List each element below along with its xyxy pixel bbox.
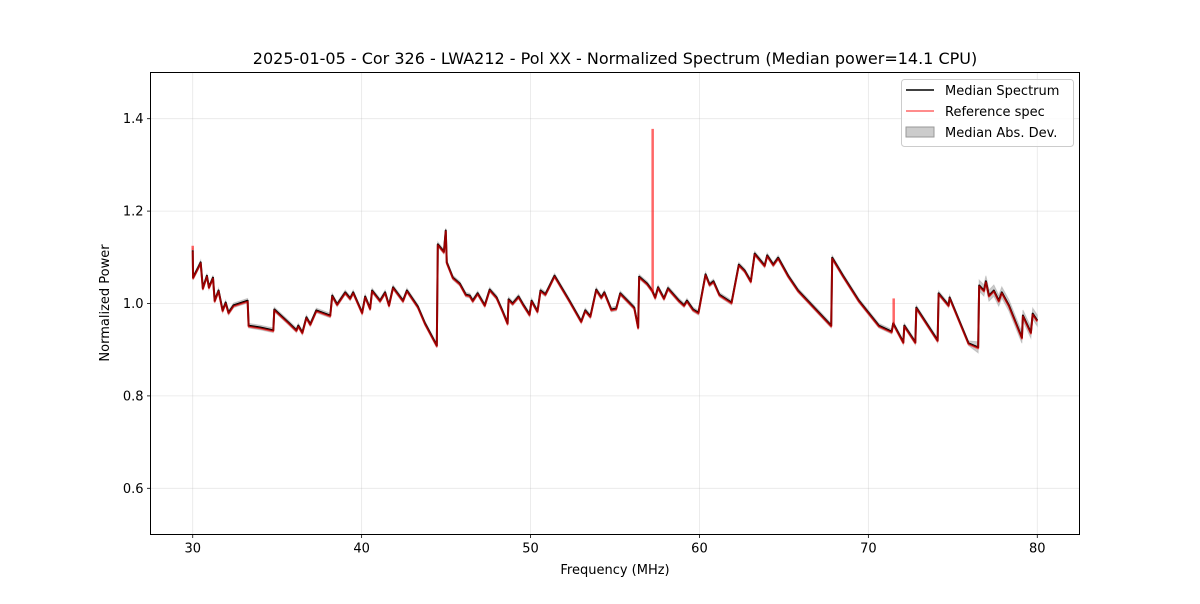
x-axis-label: Frequency (MHz) <box>560 563 669 578</box>
legend-mad-label: Median Abs. Dev. <box>945 126 1057 141</box>
legend: Median Spectrum Reference spec Median Ab… <box>901 79 1074 147</box>
y-tick-label: 0.8 <box>123 389 144 404</box>
series-lines <box>191 128 1039 350</box>
x-tick-label: 50 <box>522 542 539 557</box>
y-axis-label: Normalized Power <box>98 244 113 362</box>
y-tick-label: 1.4 <box>123 112 144 127</box>
legend-reference-label: Reference spec <box>945 105 1045 120</box>
reference-spectrum-line <box>191 230 1039 350</box>
median-spectrum-line <box>191 229 1039 349</box>
y-tick-label: 0.6 <box>123 482 144 497</box>
x-tick-label: 70 <box>860 542 877 557</box>
x-tick-label: 40 <box>353 542 370 557</box>
x-tick-label: 80 <box>1029 542 1046 557</box>
x-tick-label: 30 <box>184 542 201 557</box>
grid <box>150 72 1080 535</box>
chart-title: 2025-01-05 - Cor 326 - LWA212 - Pol XX -… <box>253 49 977 68</box>
ticks: 30 40 50 60 70 80 0.6 0.8 1.0 1.2 1.4 <box>123 112 1046 556</box>
y-tick-label: 1.2 <box>123 205 144 220</box>
legend-box <box>901 79 1074 147</box>
legend-mad-swatch <box>905 126 935 138</box>
x-tick-label: 60 <box>691 542 708 557</box>
legend-median-label: Median Spectrum <box>945 84 1059 99</box>
y-tick-label: 1.0 <box>123 297 144 312</box>
